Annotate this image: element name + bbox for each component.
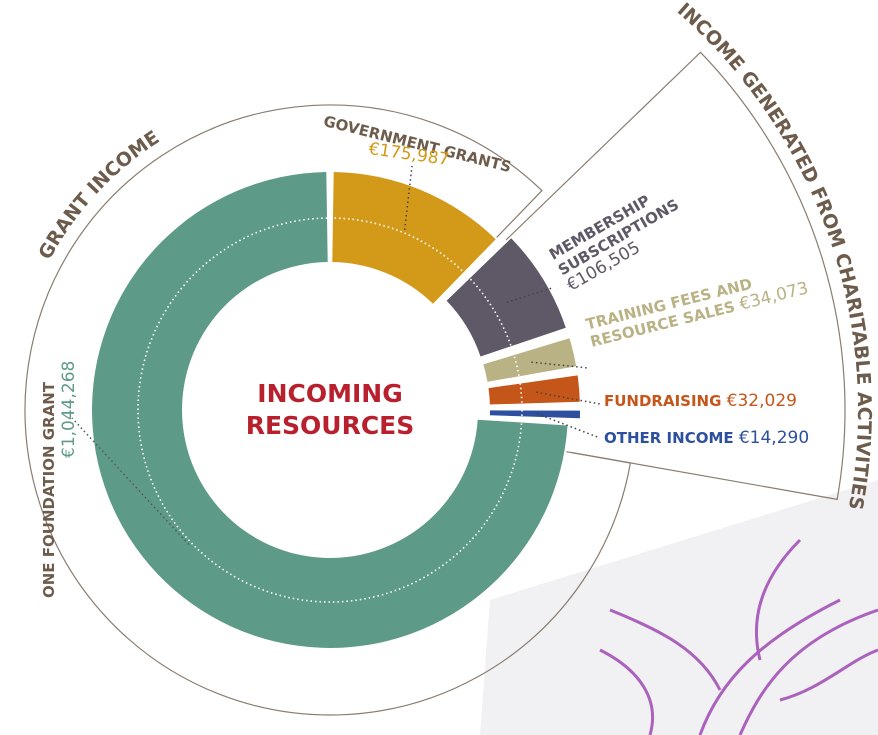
donut-segment bbox=[489, 375, 580, 404]
chart: GRANT INCOMEINCOME GENERATED FROM CHARIT… bbox=[0, 0, 878, 735]
category-label: OTHER INCOME bbox=[604, 429, 734, 447]
group-label: GRANT INCOME bbox=[34, 127, 163, 264]
data-label: ONE FOUNDATION GRANT bbox=[40, 278, 58, 598]
group-label-text: GRANT INCOME bbox=[34, 127, 163, 264]
category-label: FUNDRAISING bbox=[604, 392, 721, 410]
page: GRANT INCOMEINCOME GENERATED FROM CHARIT… bbox=[0, 0, 878, 735]
value-label: €14,290 bbox=[739, 428, 809, 448]
value-label: €1,044,268 bbox=[60, 361, 78, 458]
value-label: €32,029 bbox=[727, 391, 797, 411]
data-label: FUNDRAISING €32,029 bbox=[604, 392, 797, 410]
data-label: OTHER INCOME €14,290 bbox=[604, 429, 809, 447]
donut-segment bbox=[490, 410, 580, 418]
category-label: ONE FOUNDATION GRANT bbox=[40, 382, 58, 598]
center-label: INCOMING RESOURCES bbox=[230, 378, 430, 442]
